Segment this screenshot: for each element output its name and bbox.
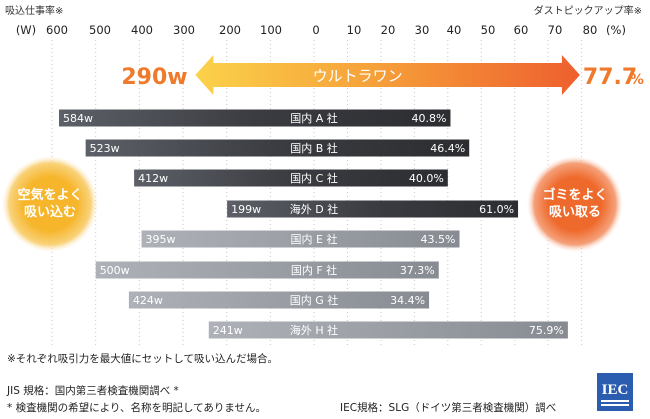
bar-company-label: 国内 E 社 — [291, 232, 338, 246]
bar — [128, 291, 430, 309]
tick-label: 500 — [89, 23, 111, 37]
left-bubble-bg — [2, 156, 98, 252]
tick-label: 50 — [480, 23, 496, 37]
bar — [134, 169, 448, 187]
highlight-dust-unit: % — [630, 72, 644, 88]
tick-label: 10 — [346, 23, 362, 37]
tick-label: 20 — [380, 23, 396, 37]
bar-suction-label: 199w — [231, 203, 261, 216]
footnote-iec: IEC規格：SLG（ドイツ第三者検査機関）調べ — [340, 402, 557, 414]
tick-label: 400 — [131, 23, 153, 37]
bar-company-label: 海外 D 社 — [290, 202, 338, 216]
iec-logo-text: IEC — [602, 382, 629, 398]
bar — [208, 321, 568, 339]
left-unit-label: (W) — [15, 23, 37, 37]
bar-suction-label: 424w — [133, 294, 163, 307]
tick-label: 40 — [446, 23, 462, 37]
bar-dust-label: 61.0% — [479, 203, 514, 216]
bar-company-label: 国内 C 社 — [290, 171, 338, 185]
bar — [141, 230, 460, 248]
bar-company-label: 国内 B 社 — [290, 141, 338, 155]
bar-suction-label: 412w — [138, 172, 168, 185]
left-bubble-line1: 空気をよく — [17, 188, 83, 203]
highlight-name: ウルトラワン — [313, 67, 403, 85]
tick-label: 300 — [173, 23, 195, 37]
bar — [227, 200, 519, 218]
bar — [85, 139, 470, 157]
bar-dust-label: 40.0% — [409, 172, 444, 185]
right-unit-label: (%) — [606, 23, 626, 37]
bar — [59, 109, 451, 127]
bar-company-label: 国内 G 社 — [290, 293, 339, 307]
bar-dust-label: 34.4% — [390, 294, 425, 307]
bar-company-label: 国内 A 社 — [290, 111, 338, 125]
right-bubble-line2: 吸い取る — [548, 205, 601, 220]
right-bubble-bg — [527, 156, 623, 252]
bar-suction-label: 523w — [90, 142, 120, 155]
highlight-suction-label: 290w — [121, 65, 187, 90]
footnote-anonymous: * 検査機関の希望により、名称を明記してありません。 — [7, 402, 267, 414]
bar-company-label: 海外 H 社 — [290, 323, 338, 337]
bar-dust-label: 75.9% — [529, 324, 564, 337]
bar — [95, 261, 439, 279]
tick-label: 30 — [414, 23, 430, 37]
left-axis-title: 吸込仕事率※ — [5, 6, 64, 17]
bar-suction-label: 584w — [63, 112, 93, 125]
tick-label: 80 — [582, 23, 598, 37]
tick-label: 60 — [513, 23, 529, 37]
right-axis-title: ダストピックアップ率※ — [533, 6, 642, 17]
tick-label: 100 — [260, 23, 282, 37]
iec-logo: IEC — [597, 373, 633, 411]
bar-suction-label: 500w — [100, 264, 130, 277]
footnote-jis: JIS 規格：国内第三者検査機関調べ * — [7, 385, 179, 397]
bar-dust-label: 40.8% — [412, 112, 447, 125]
footnote-measure: ※それぞれ吸引力を最大値にセットして吸い込んだ場合。 — [7, 353, 278, 365]
tick-label: 70 — [547, 23, 563, 37]
tick-label: 200 — [219, 23, 241, 37]
highlight-arrow — [195, 55, 580, 95]
bar-dust-label: 43.5% — [421, 233, 456, 246]
bar-dust-label: 37.3% — [400, 264, 435, 277]
tick-label: 0 — [312, 23, 320, 37]
bar-dust-label: 46.4% — [430, 142, 465, 155]
tick-label: 600 — [46, 23, 68, 37]
bar-company-label: 国内 F 社 — [291, 263, 337, 277]
left-bubble: 空気をよく 吸い込む — [9, 163, 91, 245]
right-bubble-line1: ゴミをよく — [542, 188, 608, 203]
left-bubble-line2: 吸い込む — [23, 205, 76, 220]
right-bubble: ゴミをよく 吸い取る — [534, 163, 616, 245]
bar-suction-label: 395w — [146, 233, 176, 246]
bar-suction-label: 241w — [213, 324, 243, 337]
highlight-dust-label: 77.7 — [583, 65, 637, 90]
